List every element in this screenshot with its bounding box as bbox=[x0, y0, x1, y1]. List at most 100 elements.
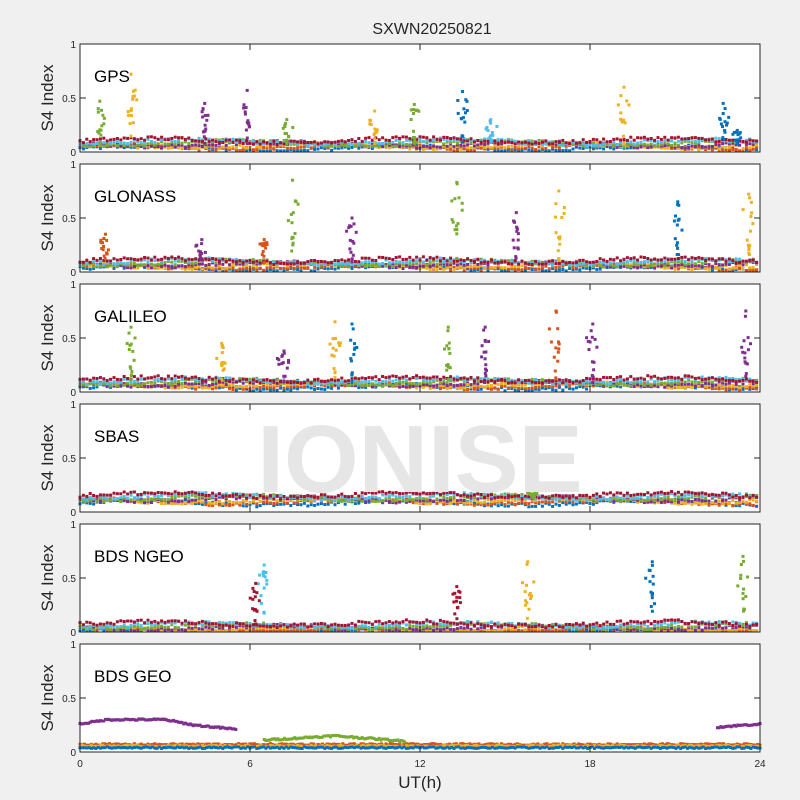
data-point bbox=[680, 265, 684, 269]
data-point bbox=[734, 382, 738, 386]
data-point bbox=[374, 385, 378, 389]
data-point bbox=[292, 382, 296, 386]
data-point bbox=[479, 380, 483, 384]
data-point bbox=[721, 142, 725, 145]
data-point bbox=[224, 376, 228, 380]
data-point bbox=[292, 260, 296, 264]
data-point bbox=[279, 502, 283, 506]
data-point bbox=[670, 384, 674, 388]
data-point bbox=[547, 142, 551, 146]
data-point bbox=[245, 88, 249, 92]
data-point bbox=[642, 263, 646, 267]
data-point bbox=[160, 262, 164, 265]
data-point bbox=[115, 265, 119, 269]
data-point bbox=[680, 382, 684, 386]
data-point bbox=[735, 128, 739, 132]
data-point bbox=[449, 138, 453, 142]
data-point bbox=[88, 140, 92, 144]
data-point bbox=[530, 139, 534, 143]
data-point bbox=[245, 269, 249, 273]
data-point bbox=[707, 263, 711, 267]
data-point bbox=[595, 138, 599, 142]
data-point bbox=[574, 386, 578, 390]
data-point bbox=[739, 136, 743, 140]
data-point bbox=[352, 241, 356, 245]
data-point bbox=[88, 141, 92, 145]
data-point bbox=[540, 386, 544, 390]
data-point bbox=[291, 178, 294, 182]
data-point bbox=[333, 383, 337, 387]
data-point bbox=[479, 146, 483, 150]
data-point bbox=[377, 145, 381, 149]
data-point bbox=[302, 385, 306, 389]
data-point bbox=[476, 143, 480, 147]
data-point bbox=[275, 388, 279, 392]
data-point bbox=[561, 382, 565, 386]
data-point bbox=[673, 260, 677, 264]
data-point bbox=[401, 258, 405, 261]
data-point bbox=[472, 387, 476, 391]
data-point bbox=[517, 260, 521, 264]
data-point bbox=[554, 381, 558, 385]
data-point bbox=[238, 141, 242, 145]
data-point bbox=[234, 258, 238, 261]
data-point bbox=[268, 149, 272, 153]
data-point bbox=[748, 385, 752, 389]
data-point bbox=[262, 238, 266, 242]
data-point bbox=[670, 139, 674, 143]
data-point bbox=[687, 137, 691, 140]
data-point bbox=[251, 266, 255, 270]
data-point bbox=[646, 265, 650, 269]
data-point bbox=[639, 376, 643, 380]
data-point bbox=[336, 266, 340, 270]
data-point bbox=[398, 255, 402, 259]
data-point bbox=[217, 147, 221, 151]
data-point bbox=[450, 218, 454, 222]
data-point bbox=[476, 376, 480, 380]
data-point bbox=[190, 382, 194, 386]
data-point bbox=[88, 378, 92, 382]
data-point bbox=[234, 380, 238, 384]
data-point bbox=[98, 257, 102, 260]
data-point bbox=[340, 264, 344, 267]
data-point bbox=[656, 376, 660, 380]
data-point bbox=[540, 140, 544, 144]
data-point bbox=[352, 222, 356, 226]
data-point bbox=[485, 368, 488, 372]
data-point bbox=[697, 139, 701, 143]
data-point bbox=[275, 503, 279, 506]
data-point bbox=[520, 268, 524, 272]
data-point bbox=[81, 147, 85, 151]
data-point bbox=[343, 379, 347, 383]
data-point bbox=[258, 138, 262, 142]
data-point bbox=[717, 137, 721, 141]
data-point bbox=[646, 257, 650, 260]
data-point bbox=[455, 141, 459, 145]
data-point bbox=[446, 329, 450, 333]
data-point bbox=[558, 237, 562, 241]
data-point bbox=[464, 98, 468, 102]
data-point bbox=[646, 143, 650, 147]
data-point bbox=[404, 261, 408, 265]
data-point bbox=[360, 263, 364, 267]
y-tick-label: 1 bbox=[70, 280, 76, 291]
data-point bbox=[204, 379, 208, 383]
data-point bbox=[126, 263, 130, 267]
data-point bbox=[551, 259, 555, 263]
data-point bbox=[513, 259, 517, 263]
data-point bbox=[292, 262, 296, 266]
data-point bbox=[642, 377, 646, 381]
data-point bbox=[506, 146, 510, 150]
data-point bbox=[374, 143, 378, 147]
data-point bbox=[160, 377, 164, 381]
data-point bbox=[231, 263, 235, 267]
data-point bbox=[287, 360, 290, 364]
data-point bbox=[109, 141, 113, 145]
data-point bbox=[409, 108, 413, 112]
data-point bbox=[489, 384, 493, 387]
data-point bbox=[742, 339, 746, 343]
data-point bbox=[540, 504, 544, 508]
data-point bbox=[217, 379, 221, 383]
data-point bbox=[251, 148, 255, 152]
data-point bbox=[636, 261, 640, 264]
